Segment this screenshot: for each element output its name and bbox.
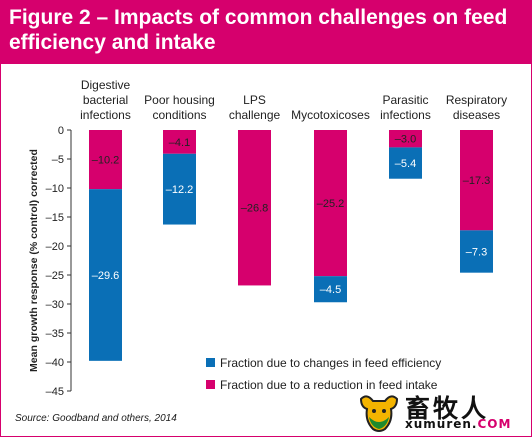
category-label: challenge: [229, 108, 281, 122]
legend-swatch: [206, 358, 215, 367]
category-label: diseases: [453, 108, 500, 122]
category-label: Digestive: [81, 78, 131, 92]
category-label: Respiratory: [446, 93, 507, 107]
chart-title: Figure 2 – Impacts of common challenges …: [9, 6, 508, 54]
y-tick-label: –10: [46, 183, 64, 195]
bar-segment-feed-efficiency: [314, 276, 347, 303]
y-tick-label: –30: [46, 299, 64, 311]
bar-segment-feed-intake: [389, 130, 422, 148]
bar-segment-feed-intake: [460, 130, 493, 231]
cow-head-icon: [359, 395, 399, 432]
category-label: Mycotoxicoses: [291, 108, 370, 122]
bar-segment-feed-intake: [163, 130, 196, 154]
logo-url: xumuren.COM: [405, 417, 511, 431]
bar-segment-feed-efficiency: [89, 189, 122, 361]
y-axis-title: Mean growth response (% control) correct…: [28, 149, 40, 372]
data-label-feed-intake: –17.3: [463, 175, 491, 187]
data-label-feed-efficiency: –12.2: [166, 184, 194, 196]
title-banner: Figure 2 – Impacts of common challenges …: [1, 1, 531, 64]
legend-swatch: [206, 380, 215, 389]
bar-segment-feed-intake: [238, 130, 271, 286]
data-label-feed-efficiency: –5.4: [395, 158, 416, 170]
data-label-feed-intake: –25.2: [317, 198, 345, 210]
logo-chinese-text: 畜牧人: [405, 394, 490, 423]
logo-url-tld: COM: [477, 417, 512, 431]
y-tick-label: –20: [46, 241, 64, 253]
legend-label: Fraction due to a reduction in feed inta…: [220, 378, 438, 392]
data-label-feed-intake: –10.2: [92, 155, 120, 167]
y-tick-label: –35: [46, 328, 64, 340]
y-tick-label: –25: [46, 270, 64, 282]
bar-segment-feed-intake: [314, 130, 347, 277]
category-label: LPS: [243, 93, 266, 107]
category-label: Parasitic: [382, 93, 428, 107]
bar-segment-feed-efficiency: [460, 230, 493, 273]
y-tick-label: –5: [52, 154, 64, 166]
y-tick-label: –45: [46, 386, 64, 398]
data-label-feed-intake: –26.8: [241, 203, 269, 215]
y-tick-label: 0: [58, 125, 64, 137]
category-label: Poor housing: [144, 93, 215, 107]
category-label: infections: [380, 108, 431, 122]
category-label: conditions: [152, 108, 206, 122]
logo-url-main: xumuren.: [405, 417, 478, 431]
data-label-feed-intake: –4.1: [169, 137, 190, 149]
data-label-feed-efficiency: –7.3: [466, 247, 487, 259]
y-tick-label: –15: [46, 212, 64, 224]
bar-segment-feed-efficiency: [163, 153, 196, 225]
y-tick-label: –40: [46, 357, 64, 369]
category-label: infections: [80, 108, 131, 122]
data-label-feed-intake: –3.0: [395, 134, 416, 146]
legend-label: Fraction due to changes in feed efficien…: [220, 356, 441, 370]
bar-segment-feed-efficiency: [389, 147, 422, 179]
source-note: Source: Goodband and others, 2014: [15, 413, 177, 424]
data-label-feed-efficiency: –29.6: [92, 270, 120, 282]
category-label: bacterial: [83, 93, 128, 107]
bar-segment-feed-intake: [89, 130, 122, 190]
xumuren-logo: 畜牧人 xumuren.COM: [355, 389, 531, 435]
data-label-feed-efficiency: –4.5: [320, 284, 341, 296]
